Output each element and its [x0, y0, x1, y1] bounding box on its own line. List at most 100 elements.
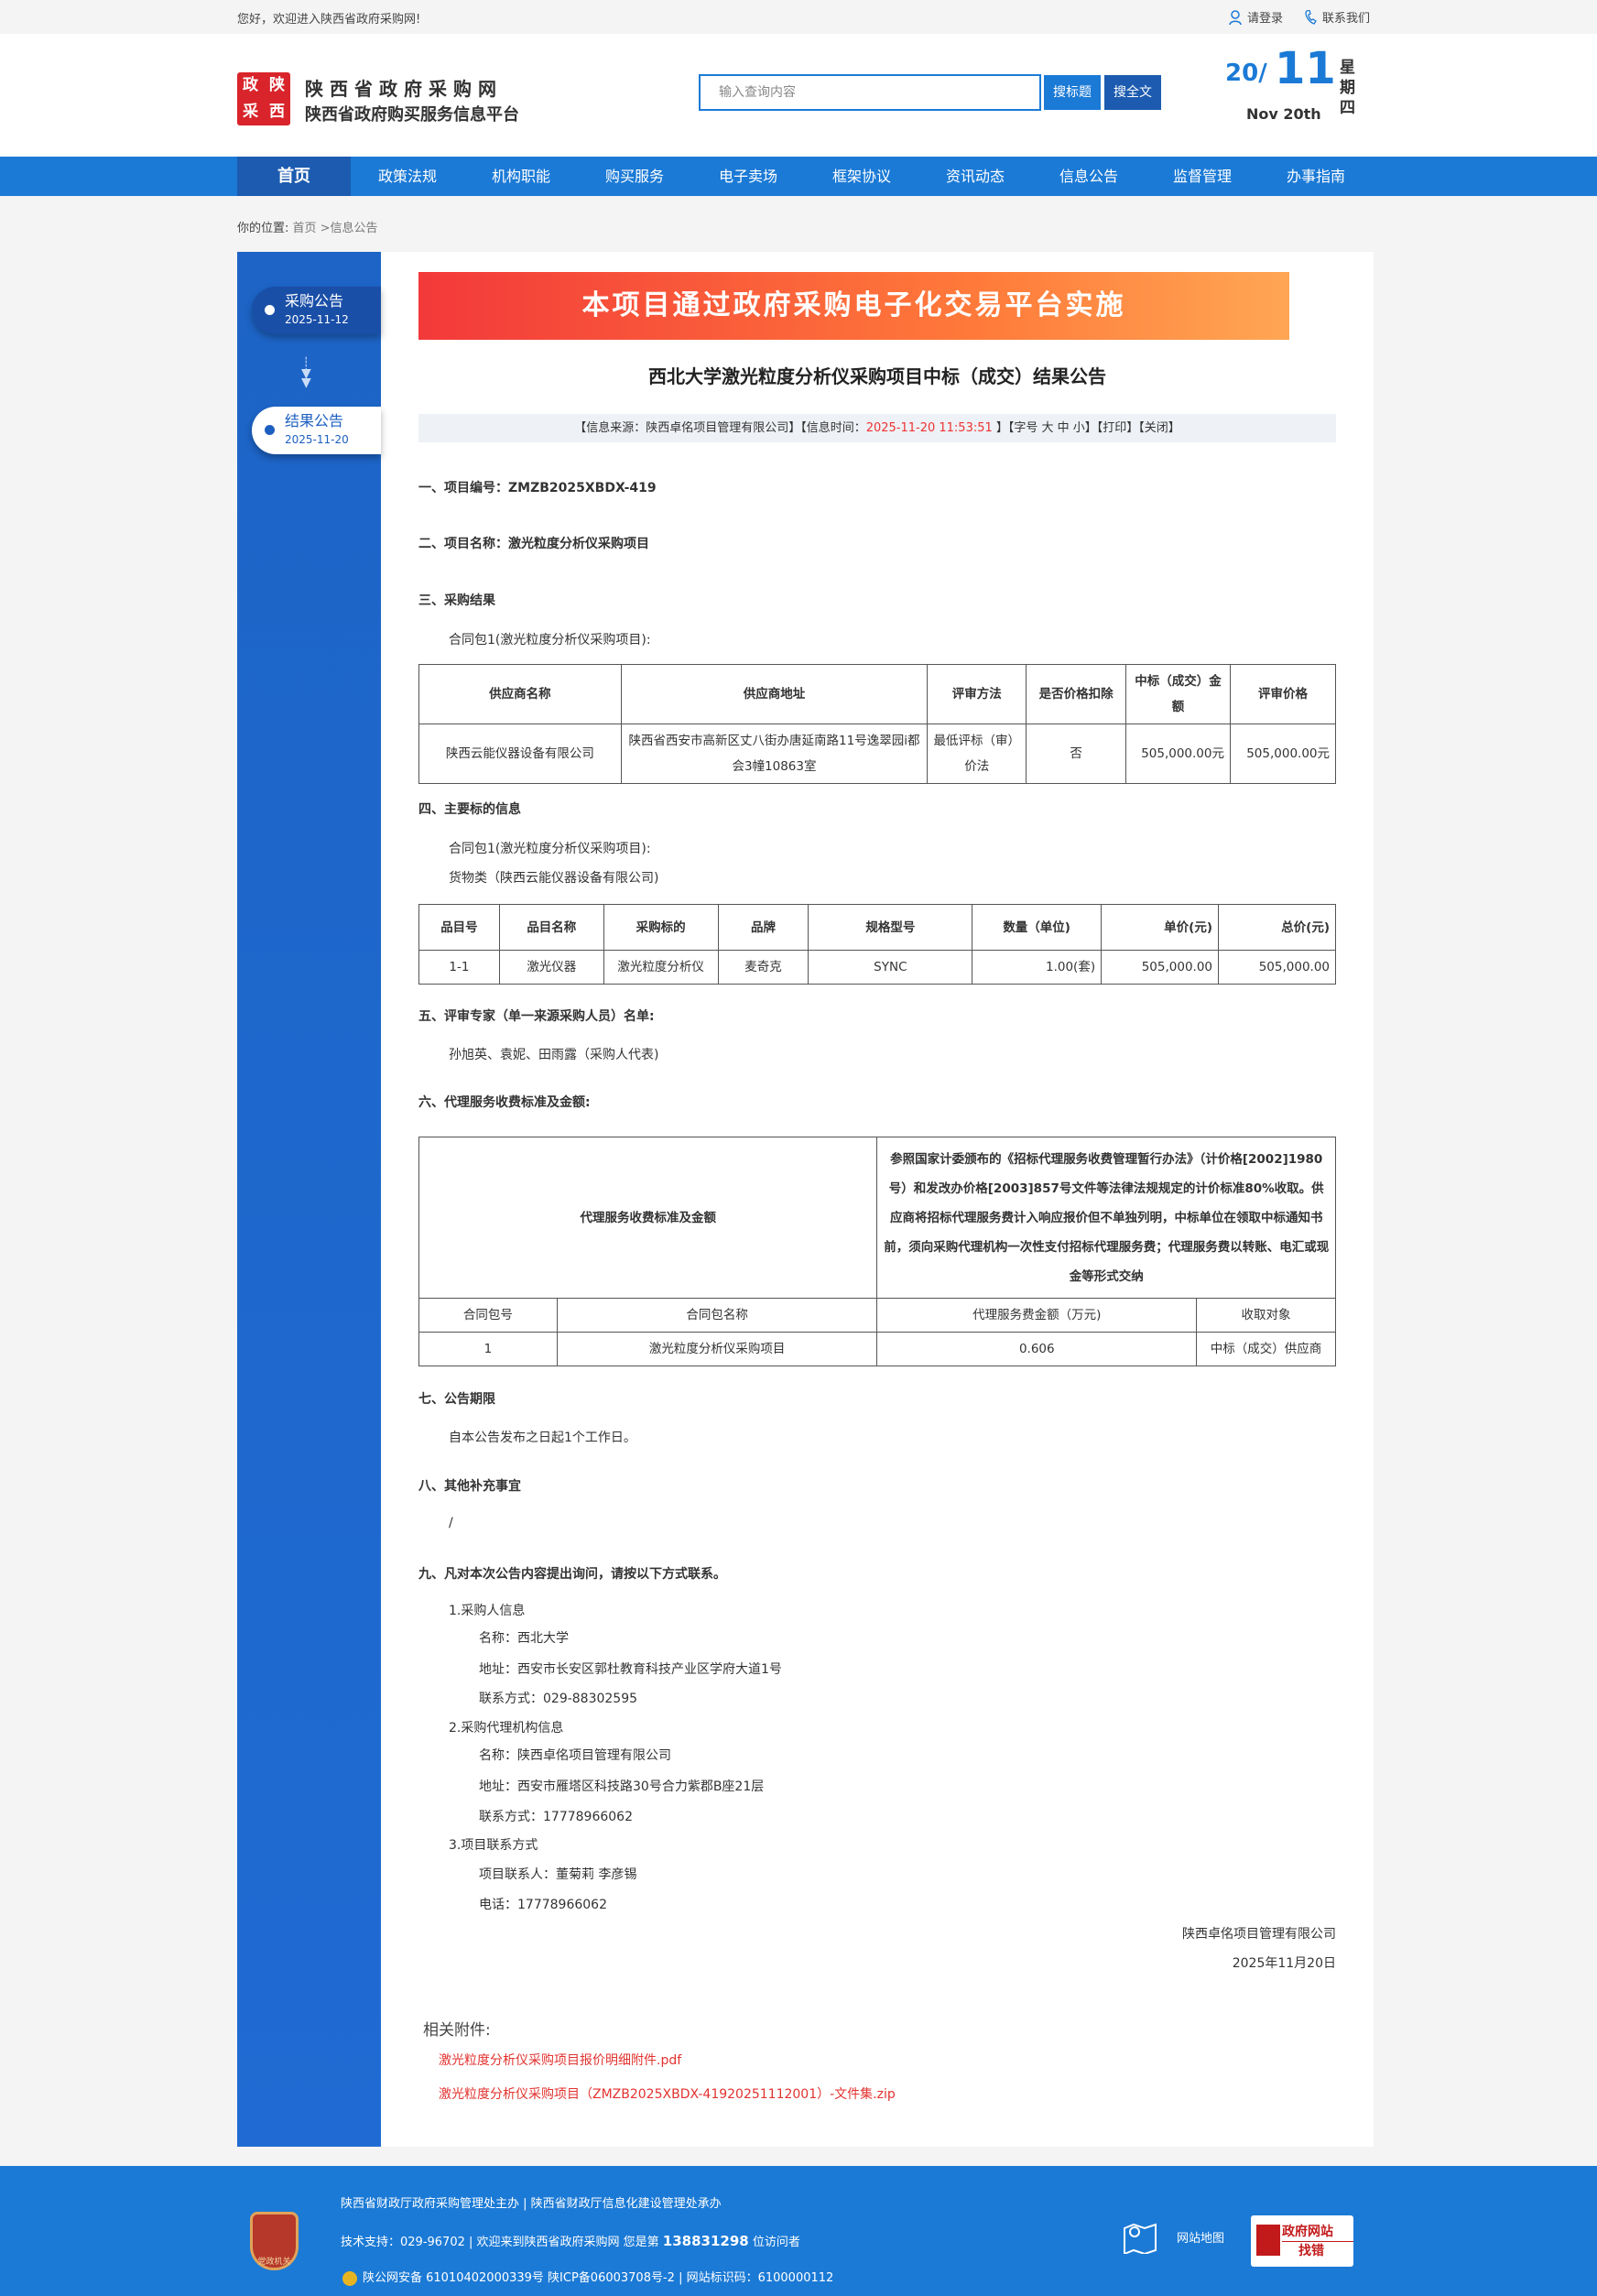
contact-label: 联系我们 [1322, 12, 1371, 26]
content-container: 采购公告 2025-11-12 ┊ ▼ ▼ 结果公告 2025-11-20 本项目通过政… [237, 252, 1374, 2147]
search-title-button[interactable]: 搜标题 [1044, 75, 1101, 110]
logo-char: 陕 [269, 76, 285, 94]
contact-purchaser: 1.采购人信息 [449, 1604, 526, 1618]
day: 20 [1225, 60, 1259, 87]
site-subtitle: 陕西省政府购买服务信息平台 [305, 105, 519, 125]
contact-project: 3.项目联系方式 [449, 1838, 538, 1853]
breadcrumb-label: 你的位置: [237, 222, 289, 235]
step-label: 采购公告 [285, 292, 344, 310]
th: 总价(元) [1218, 904, 1336, 951]
package-line: 合同包1(激光粒度分析仪采购项目): [449, 842, 651, 856]
th: 中标（成交）金额 [1125, 664, 1231, 724]
th: 收取对象 [1196, 1298, 1336, 1333]
timeline-sidebar: 采购公告 2025-11-12 ┊ ▼ ▼ 结果公告 2025-11-20 [237, 252, 381, 2147]
timeline-step-procurement[interactable]: 采购公告 2025-11-12 [252, 287, 381, 334]
td: 1 [418, 1332, 558, 1366]
date-month: 11 [1275, 43, 1336, 94]
step-date: 2025-11-20 [285, 433, 349, 446]
td: 1.00(套) [972, 950, 1103, 985]
th: 是否价格扣除 [1026, 664, 1127, 724]
td: 505,000.00元 [1229, 724, 1337, 784]
table-row: 1-1 激光仪器 激光粒度分析仪 麦奇克 SYNC 1.00(套) 505,000.00 50… [418, 950, 1336, 985]
footer-support: 技术支持：029-96702 | 欢迎来到陕西省政府采购网 您是第 138831… [341, 2232, 800, 2249]
td: SYNC [808, 950, 973, 985]
nav-home[interactable]: 首页 [237, 157, 351, 196]
timeline-step-result[interactable]: 结果公告 2025-11-20 [252, 407, 381, 454]
td: 1-1 [418, 950, 500, 985]
fee-label: 代理服务收费标准及金额 [418, 1137, 878, 1299]
arrow-down-icon: ┊ ▼ ▼ [301, 357, 311, 390]
nav-supervision[interactable]: 监督管理 [1172, 168, 1232, 185]
th: 数量（单位) [972, 904, 1103, 951]
nav-guide[interactable]: 办事指南 [1286, 168, 1345, 185]
package-line: 合同包1(激光粒度分析仪采购项目): [449, 633, 651, 647]
info-tools[interactable]: 】【字号 大 中 小】【打印】【关闭】 [992, 421, 1180, 435]
th: 采购标的 [603, 904, 719, 951]
weekday: 星期四 [1340, 59, 1355, 117]
project-contacts: 项目联系人：董菊莉 李彦锡 [479, 1867, 637, 1882]
date-day: 20/ [1225, 60, 1267, 87]
party-govt-emblem[interactable]: 党政机关 [250, 2212, 299, 2270]
nav-announcements[interactable]: 信息公告 [1059, 168, 1118, 185]
search-input[interactable]: 输入查询内容 [699, 74, 1041, 111]
th: 评审方法 [927, 664, 1027, 724]
article-title: 西北大学激光粒度分析仪采购项目中标（成交）结果公告 [648, 365, 1106, 387]
nav-e-mall[interactable]: 电子卖场 [718, 168, 777, 185]
sitemap-label: 网站地图 [1177, 2231, 1225, 2246]
goods-line: 货物类（陕西云能仪器设备有限公司) [449, 871, 659, 886]
section-7: 七、公告期限 [418, 1392, 495, 1407]
info-bar: 【信息来源：陕西卓佲项目管理有限公司】【信息时间：2025-11-20 11:5… [418, 414, 1336, 442]
agency-fee-table: 代理服务收费标准及金额 参照国家计委颁布的《招标代理服务收费管理暂行办法》（计价格… [418, 1137, 1336, 1366]
login-link[interactable]: 请登录 [1229, 8, 1283, 26]
td: 麦奇克 [717, 950, 809, 985]
nav-functions[interactable]: 机构职能 [491, 168, 550, 185]
td: 最低评标（审）价法 [927, 724, 1027, 784]
search-fulltext-button[interactable]: 搜全文 [1104, 75, 1161, 110]
th: 供应商名称 [418, 664, 622, 724]
support-text: 技术支持：029-96702 | 欢迎来到陕西省政府采购网 您是第 [341, 2236, 663, 2249]
purchaser-phone: 联系方式：029-88302595 [479, 1692, 638, 1706]
contact-link[interactable]: 联系我们 [1304, 8, 1370, 26]
section-6: 六、代理服务收费标准及金额: [418, 1095, 591, 1110]
site-logo[interactable]: 政陕采西 [237, 72, 290, 125]
user-icon [1229, 9, 1242, 25]
zc-bottom: 找错 [1282, 2241, 1353, 2260]
nav-framework[interactable]: 框架协议 [831, 168, 891, 185]
signature-org: 陕西卓佲项目管理有限公司 [1182, 1927, 1336, 1942]
section-1: 一、项目编号：ZMZB2025XBDX-419 [418, 481, 657, 495]
date-separator: / [1258, 60, 1267, 87]
nav-policy[interactable]: 政策法规 [377, 168, 437, 185]
logo-char: 政 [243, 76, 258, 94]
attachment-link-pdf[interactable]: 激光粒度分析仪采购项目报价明细附件.pdf [439, 2053, 682, 2068]
items-table: 品目号 品目名称 采购标的 品牌 规格型号 数量（单位) 单价(元) 总价(元) 1-1 激光仪… [418, 904, 1336, 985]
th: 评审价格 [1229, 664, 1337, 724]
welcome-text: 您好，欢迎进入陕西省政府采购网! [237, 13, 421, 27]
footer: 党政机关 陕西省财政厅政府采购管理处主办 | 陕西省财政厅信息化建设管理处承办 … [0, 2166, 1597, 2296]
login-label: 请登录 [1247, 12, 1284, 26]
td: 505,000.00 [1218, 950, 1336, 985]
nav-purchase-service[interactable]: 购买服务 [604, 168, 664, 185]
header: 政陕采西 陕西省政府采购网 陕西省政府购买服务信息平台 输入查询内容 搜标题 搜… [0, 34, 1597, 157]
footer-organizers: 陕西省财政厅政府采购管理处主办 | 陕西省财政厅信息化建设管理处承办 [341, 2197, 722, 2211]
td: 中标（成交）供应商 [1196, 1332, 1336, 1366]
info-time: 2025-11-20 11:53:51 [865, 421, 993, 435]
gov-site-error-report[interactable]: 政府网站 找错 [1251, 2215, 1353, 2267]
result-table: 供应商名称 供应商地址 评审方法 是否价格扣除 中标（成交）金额 评审价格 陕西云能仪器设… [418, 664, 1337, 784]
step-label: 结果公告 [285, 412, 344, 430]
th: 合同包名称 [556, 1298, 878, 1333]
police-badge-icon [342, 2270, 357, 2286]
attachment-link-zip[interactable]: 激光粒度分析仪采购项目（ZMZB2025XBDX-41920251112001）… [439, 2087, 896, 2102]
signature-date: 2025年11月20日 [1232, 1956, 1336, 1971]
breadcrumb-path[interactable]: 首页 >信息公告 [292, 222, 378, 235]
nav-news[interactable]: 资讯动态 [945, 168, 1005, 185]
section-3: 三、采购结果 [418, 593, 495, 608]
period-line: 自本公告发布之日起1个工作日。 [449, 1431, 636, 1445]
license-text[interactable]: 陕公网安备 61010402000339号 陕ICP备06003708号-2 |… [363, 2271, 834, 2285]
footer-license: 陕公网安备 61010402000339号 陕ICP备06003708号-2 |… [342, 2268, 833, 2286]
section-5: 五、评审专家（单一来源采购人员）名单: [418, 1009, 655, 1024]
zc-top: 政府网站 [1282, 2225, 1333, 2239]
section-4: 四、主要标的信息 [418, 802, 521, 817]
agency-phone: 联系方式：17778966062 [479, 1810, 633, 1824]
step-date: 2025-11-12 [285, 313, 349, 326]
sitemap-link[interactable]: 网站地图 [1122, 2219, 1224, 2254]
